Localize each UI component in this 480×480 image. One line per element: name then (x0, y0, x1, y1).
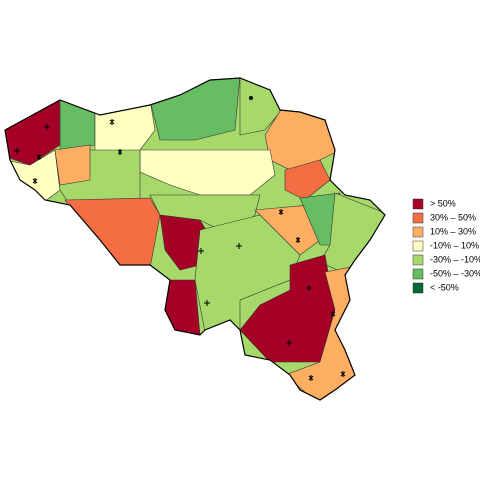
region (54, 144, 91, 186)
legend-swatch (412, 282, 424, 294)
regions (5, 78, 385, 400)
region (64, 197, 161, 269)
legend-label: < -50% (430, 282, 459, 292)
legend-swatch (412, 226, 424, 238)
legend-label: -50% – -30% (430, 268, 480, 278)
legend-swatch (412, 240, 424, 252)
plus-marker (14, 124, 312, 346)
legend-swatch (412, 212, 424, 224)
legend-label: -10% – 10% (430, 240, 479, 250)
legend-label: 30% – 50% (430, 212, 476, 222)
markers (14, 96, 346, 381)
legend: > 50% 30% – 50% 10% – 30% -10% – 10% -30% – … (412, 198, 480, 294)
star-marker (32, 119, 346, 381)
region (59, 94, 96, 151)
legend-swatch (412, 198, 424, 210)
legend-label: 10% – 30% (430, 226, 476, 236)
city-dot (249, 96, 253, 100)
legend-label: > 50% (430, 198, 456, 208)
region (284, 159, 331, 201)
legend-label: -30% – -10% (430, 254, 480, 264)
legend-swatch (412, 254, 424, 266)
region (149, 78, 241, 141)
legend-swatch (412, 268, 424, 280)
